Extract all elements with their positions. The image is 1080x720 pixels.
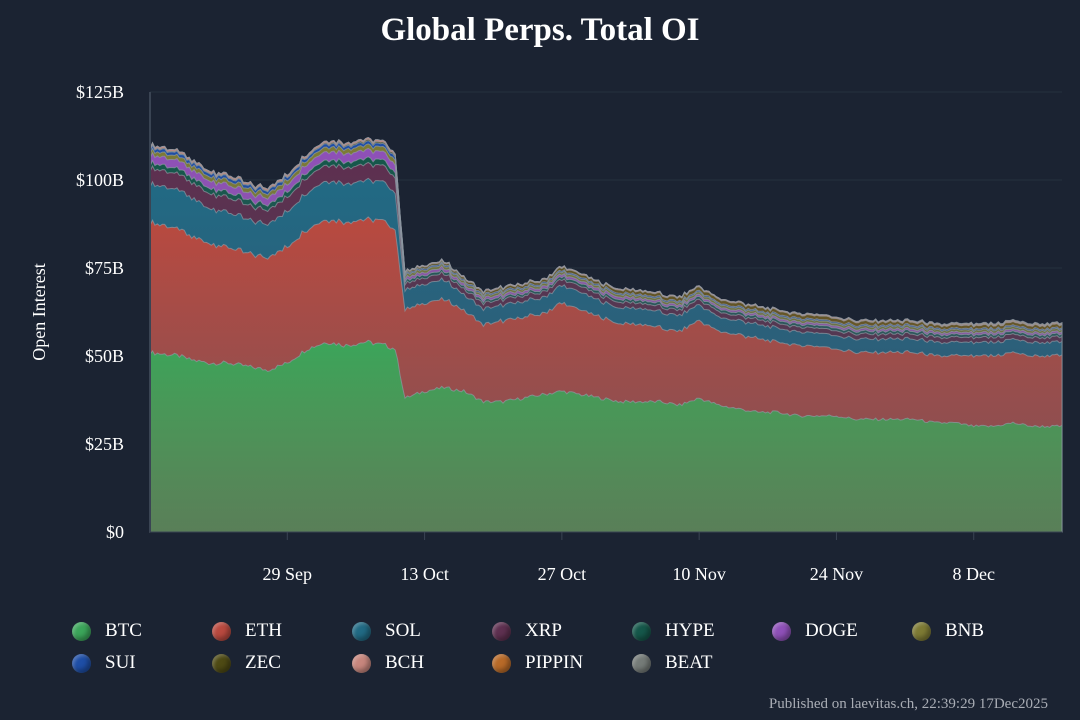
legend-label: HYPE	[665, 620, 715, 641]
y-tick-label: $100B	[76, 170, 124, 190]
legend-item-pippin[interactable]: PIPPIN	[492, 652, 583, 674]
legend-item-eth[interactable]: ETH	[212, 620, 282, 642]
x-tick-label: 13 Oct	[400, 564, 449, 584]
legend-dot-icon	[772, 621, 791, 641]
published-footer: Published on laevitas.ch, 22:39:29 17Dec…	[768, 696, 1048, 712]
x-tick-label: 24 Nov	[810, 564, 864, 584]
x-tick-label: 29 Sep	[263, 564, 313, 584]
legend-dot-icon	[632, 621, 651, 641]
legend-label: ZEC	[245, 652, 281, 673]
y-tick-label: $0	[106, 522, 124, 542]
y-tick-label: $125B	[76, 82, 124, 102]
legend-dot-icon	[72, 621, 91, 641]
legend-label: BCH	[385, 652, 425, 673]
legend-dot-icon	[632, 653, 651, 673]
legend-label: XRP	[525, 620, 562, 641]
legend-dot-icon	[72, 653, 91, 673]
x-tick-label: 8 Dec	[952, 564, 994, 584]
legend-dot-icon	[492, 621, 511, 641]
legend-label: BEAT	[665, 652, 713, 673]
axes: $0 $25B $50B $75B $100B $125B 29 Sep 13 Oct 27 O…	[76, 82, 1062, 584]
legend-label: SOL	[385, 620, 421, 641]
legend-item-beat[interactable]: BEAT	[632, 652, 713, 674]
area-btc[interactable]	[149, 339, 1063, 533]
legend-item-bnb[interactable]: BNB	[912, 620, 984, 642]
legend-item-bch[interactable]: BCH	[352, 652, 424, 674]
legend-dot-icon	[492, 653, 511, 673]
legend-dot-icon	[352, 621, 371, 641]
legend-item-btc[interactable]: BTC	[72, 620, 142, 642]
legend-item-zec[interactable]: ZEC	[212, 652, 281, 674]
legend-dot-icon	[212, 653, 231, 673]
chart-title: Global Perps. Total OI	[380, 12, 700, 48]
x-tick-label: 27 Oct	[538, 564, 587, 584]
legend-dot-icon	[352, 653, 371, 673]
y-axis-label: Open Interest	[29, 263, 49, 360]
y-tick-label: $50B	[85, 346, 124, 366]
legend-item-xrp[interactable]: XRP	[492, 620, 562, 642]
legend-item-doge[interactable]: DOGE	[772, 620, 858, 642]
legend-label: BNB	[945, 620, 985, 641]
legend-label: BTC	[105, 620, 142, 641]
legend-item-sol[interactable]: SOL	[352, 620, 421, 642]
legend-label: DOGE	[805, 620, 858, 641]
legend-label: SUI	[105, 652, 136, 673]
y-tick-label: $75B	[85, 258, 124, 278]
legend-label: PIPPIN	[525, 652, 584, 673]
y-tick-label: $25B	[85, 434, 124, 454]
legend-item-sui[interactable]: SUI	[72, 652, 136, 674]
stacked-areas	[149, 136, 1063, 533]
legend-dot-icon	[912, 621, 931, 641]
x-tick-label: 10 Nov	[672, 564, 726, 584]
legend-dot-icon	[212, 621, 231, 641]
legend-label: ETH	[245, 620, 282, 641]
legend-item-hype[interactable]: HYPE	[632, 620, 715, 642]
